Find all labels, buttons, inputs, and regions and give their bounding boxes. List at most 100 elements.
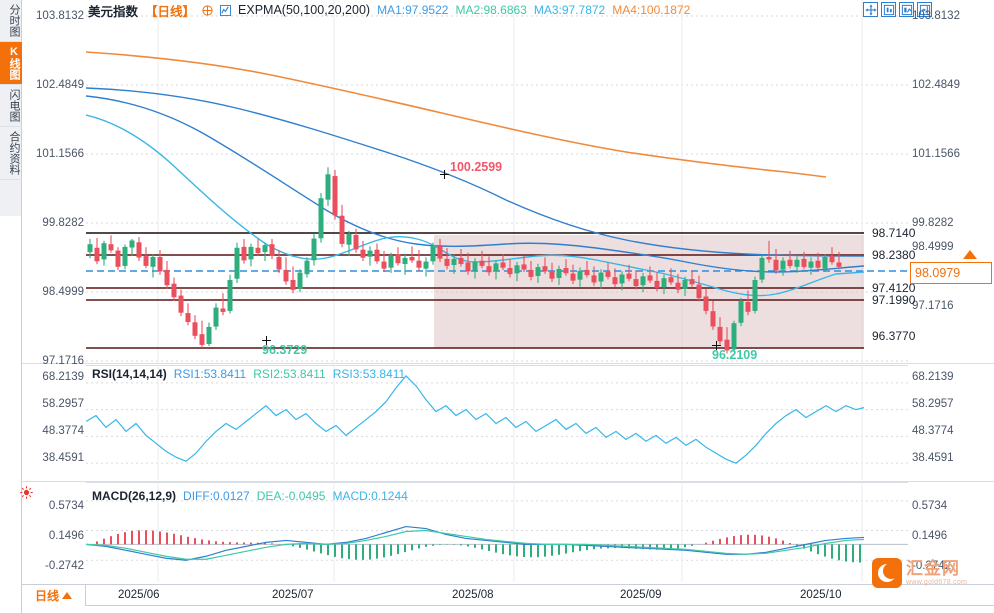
site-watermark: 汇金网 www.gold678.com (872, 558, 967, 588)
watermark-url: www.gold678.com (906, 579, 968, 586)
rsi-axis-left-0: 68.2139 (42, 371, 84, 383)
low1-marker-cross (262, 336, 271, 345)
axis-left-label-4: 98.4999 (42, 286, 84, 298)
diff-value: DIFF:0.0127 (183, 489, 250, 503)
level-label-97-1990: 97.1990 (872, 293, 916, 307)
watermark-name: 汇金网 (906, 559, 960, 578)
macd-axis-left-0: 0.5734 (48, 500, 84, 512)
macd-axis-left-1: 0.1496 (48, 530, 84, 542)
consolidation-zone (434, 235, 864, 348)
crosshair-move-icon[interactable] (863, 2, 878, 17)
rsi-title[interactable]: RSI(14,14,14) (92, 367, 167, 381)
ma1-line (86, 95, 865, 273)
axis-right-label-0: 103.8132 (912, 10, 960, 22)
macd-histogram (96, 530, 861, 563)
current-price-arrow (963, 250, 977, 259)
chart-expand-icon[interactable] (917, 2, 932, 17)
chart-align-icon[interactable] (899, 2, 914, 17)
rsi3-value: RSI3:53.8411 (332, 367, 406, 381)
rsi-axis-right-3: 38.4591 (912, 452, 954, 464)
sidebar-item-kline[interactable]: K线图 (0, 42, 22, 85)
symbol-label: 美元指数 (88, 4, 139, 19)
chart-header: 美元指数 【日线】 EXPMA(50,100,20,200) MA1:97.95… (88, 2, 691, 19)
axis-right-label-5: 97.1716 (912, 300, 954, 312)
axis-left-label-2: 101.1566 (36, 148, 84, 160)
rsi-axis-left-1: 58.2957 (42, 398, 84, 410)
rsi-panel[interactable] (86, 365, 908, 480)
time-axis[interactable]: 日线 2025/06 2025/07 2025/08 2025/09 2025/… (22, 584, 994, 606)
brand-logo-icon (872, 558, 902, 588)
panel-divider-1 (22, 363, 994, 364)
ma2-line (86, 87, 865, 257)
macd-grid (86, 500, 908, 561)
axis-left-label-0: 103.8132 (36, 10, 84, 22)
axis-left-label-3: 99.8282 (42, 217, 84, 229)
ma4-value: MA4:100.1872 (612, 3, 691, 17)
chart-layout-icon[interactable] (881, 2, 896, 17)
macd-panel[interactable] (86, 482, 908, 582)
rsi-axis-right-1: 58.2957 (912, 398, 954, 410)
sidebar-filler (0, 216, 22, 613)
sun-icon[interactable] (20, 486, 33, 499)
macd-axis-right-1: 0.1496 (912, 530, 948, 542)
chart-toolbar[interactable] (863, 2, 932, 17)
rsi-axis-right-2: 48.3774 (912, 425, 954, 437)
dea-value: DEA:-0.0495 (256, 489, 326, 503)
axis-right-label-3: 99.8282 (912, 217, 954, 229)
macd-value: MACD:0.1244 (332, 489, 408, 503)
axis-right-label-2: 101.1566 (912, 148, 960, 160)
time-tick-3: 2025/09 (620, 589, 662, 601)
sidebar-item-lightning[interactable]: 闪电图 (0, 85, 22, 127)
triangle-up-icon (62, 592, 72, 599)
period-high-label: 100.2599 (450, 160, 503, 174)
price-axis-right: 103.8132 102.4849 101.1566 99.8282 98.49… (908, 0, 994, 613)
level-label-98-2380: 98.2380 (872, 248, 916, 262)
indicator-label[interactable]: EXPMA(50,100,20,200) (238, 3, 371, 17)
low1-label: 96.3729 (262, 343, 308, 357)
macd-dea-line (86, 529, 865, 560)
rsi-header: RSI(14,14,14) RSI1:53.8411 RSI2:53.8411 … (92, 366, 405, 382)
price-chart-panel[interactable] (86, 0, 908, 363)
axis-left-label-5: 97.1716 (42, 355, 84, 367)
sidebar-item-contract[interactable]: 合约资料 (0, 127, 22, 180)
axis-left-label-1: 102.4849 (36, 79, 84, 91)
rsi-axis-right-0: 68.2139 (912, 371, 954, 383)
period-selector[interactable]: 日线 (22, 585, 86, 606)
time-tick-0: 2025/06 (118, 589, 160, 601)
time-tick-2: 2025/08 (452, 589, 494, 601)
time-tick-1: 2025/07 (272, 589, 314, 601)
price-chart-svg (86, 0, 908, 363)
current-price-tag[interactable]: 98.0979 (910, 262, 992, 284)
rsi1-value: RSI1:53.8411 (173, 367, 247, 381)
macd-axis-right-0: 0.5734 (912, 500, 948, 512)
settings-circle-icon[interactable] (202, 4, 213, 16)
rsi-axis-left-2: 48.3774 (42, 425, 84, 437)
level-label-98-7140: 98.7140 (872, 226, 916, 240)
rsi-grid (86, 382, 908, 464)
level-lines (86, 232, 864, 349)
level-label-97-4120: 97.4120 (872, 281, 916, 295)
rsi-axis-left-3: 38.4591 (42, 452, 84, 464)
macd-axis-right-2: -0.2742 (912, 560, 952, 572)
low2-marker-cross (712, 341, 721, 350)
rsi-svg (86, 366, 908, 480)
ma2-value: MA2:98.6863 (455, 3, 527, 17)
macd-header: MACD(26,12,9) DIFF:0.0127 DEA:-0.0495 MA… (92, 488, 408, 504)
macd-axis-left-2: -0.2742 (44, 560, 84, 572)
ma4-line (86, 51, 827, 178)
high-marker-cross (440, 170, 449, 179)
panel-divider-2 (22, 481, 994, 482)
price-axis-left: 103.8132 102.4849 101.1566 99.8282 98.49… (22, 0, 86, 613)
axis-right-label-4: 98.4999 (912, 241, 954, 253)
rsi2-value: RSI2:53.8411 (253, 367, 326, 381)
grid-vertical (157, 0, 863, 363)
sidebar-item-timeshare[interactable]: 分时图 (0, 0, 22, 42)
time-tick-4: 2025/10 (800, 589, 842, 601)
macd-title[interactable]: MACD(26,12,9) (92, 489, 177, 503)
ma3-value: MA3:97.7872 (533, 3, 606, 17)
ma1-value: MA1:97.9522 (377, 3, 449, 17)
period-label[interactable]: 【日线】 (145, 4, 196, 19)
rsi-line (86, 375, 865, 464)
indicator-chart-icon[interactable] (220, 4, 232, 16)
